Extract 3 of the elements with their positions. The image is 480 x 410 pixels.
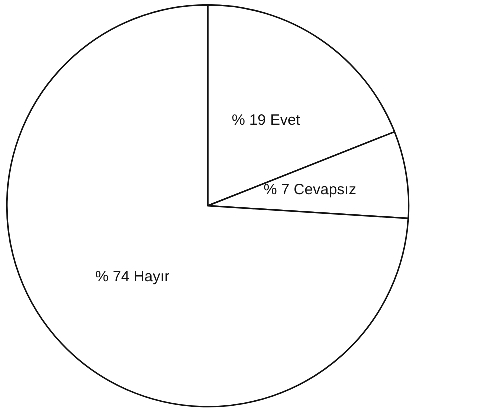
slice-label: % 7 Cevapsız [264, 181, 356, 198]
slice-label: % 19 Evet [232, 112, 302, 129]
slice-label: % 74 Hayır [95, 268, 170, 286]
